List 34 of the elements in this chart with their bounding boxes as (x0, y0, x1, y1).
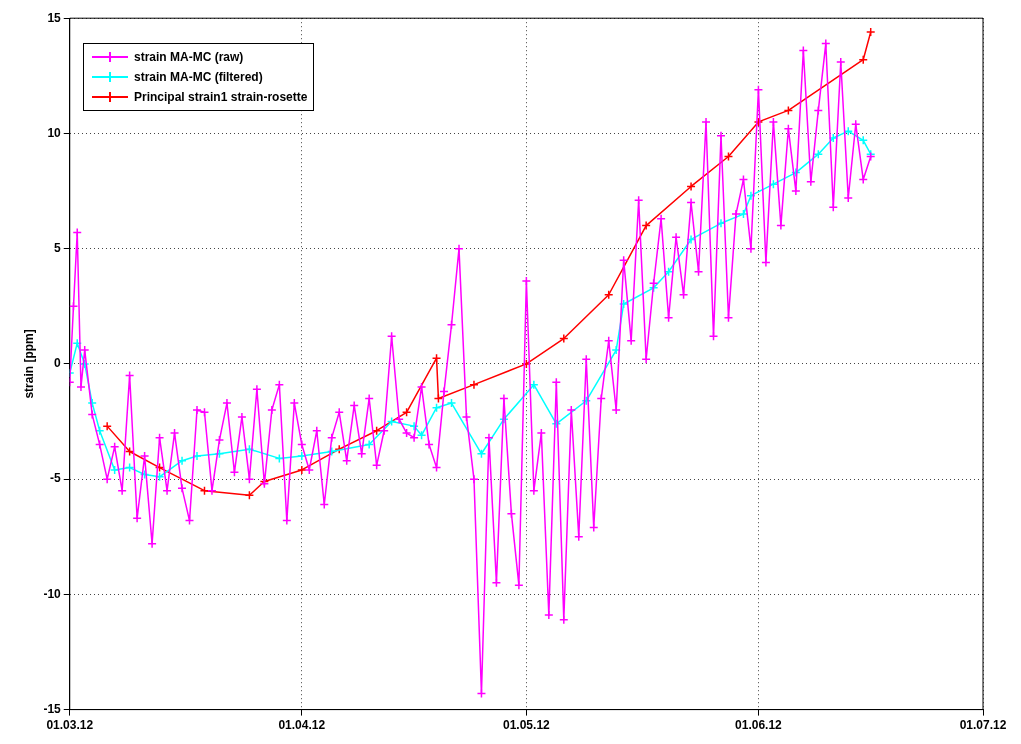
point (476, 449, 487, 459)
y-tick-label: 15 (47, 10, 62, 25)
legend-label: strain MA-MC (filtered) (134, 70, 263, 84)
y-tick-label: 10 (47, 125, 62, 140)
y-axis-title: strain [ppm] (21, 329, 36, 399)
point (469, 379, 479, 390)
point (446, 398, 457, 408)
y-tick-label: -15 (43, 701, 62, 716)
x-tick-label: 01.05.12 (503, 718, 551, 733)
point (364, 439, 374, 450)
point (409, 421, 419, 431)
point (858, 135, 868, 146)
point (297, 465, 307, 475)
y-tick-label: -5 (50, 471, 62, 486)
point (858, 54, 868, 65)
x-tick-label: 01.06.12 (735, 718, 783, 733)
point (641, 220, 651, 231)
point (686, 181, 696, 192)
x-tick-label: 01.04.12 (278, 718, 326, 733)
point (72, 338, 82, 348)
legend-label: Principal strain1 strain-rosette (134, 90, 308, 104)
y-tick-label: -10 (43, 586, 62, 601)
point (603, 290, 614, 300)
point (559, 333, 569, 344)
y-tick-label: 0 (54, 356, 62, 371)
legend-label: strain MA-MC (raw) (134, 50, 244, 64)
point (102, 421, 112, 431)
x-tick-label: 01.07.12 (959, 718, 1007, 733)
point (192, 451, 202, 461)
point (865, 27, 876, 37)
x-tick-label: 01.03.12 (46, 718, 94, 733)
y-tick-label: 5 (54, 240, 62, 255)
point (431, 353, 442, 363)
point (611, 345, 621, 355)
